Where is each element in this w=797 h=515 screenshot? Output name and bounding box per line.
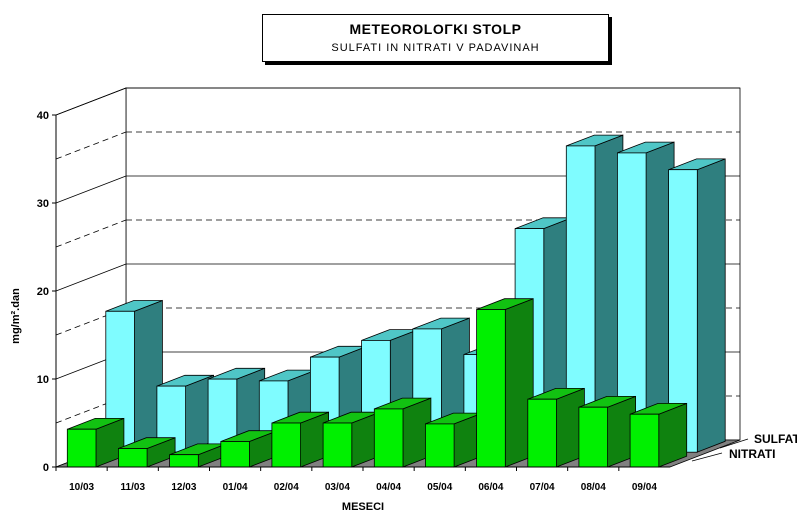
chart-title: METEOROLOΓKI STOLP xyxy=(263,21,608,37)
x-tick-label: 04/04 xyxy=(376,482,401,493)
nitrati-bar xyxy=(579,396,636,467)
nitrati-bar-front xyxy=(323,423,352,467)
nitrati-bar-front xyxy=(425,424,454,467)
legend-nitrati: NITRATI xyxy=(729,447,775,461)
nitrati-bar-front xyxy=(528,399,557,467)
y-axis-title: mg/m².dan xyxy=(10,288,22,344)
nitrati-bar-front xyxy=(630,414,659,467)
nitrati-bar-front xyxy=(374,409,403,467)
nitrati-bar xyxy=(425,413,482,467)
nitrati-bar xyxy=(528,388,585,467)
nitrati-bar xyxy=(67,418,124,467)
nitrati-bar xyxy=(323,412,380,467)
y-tick-label: 40 xyxy=(37,110,49,122)
nitrati-bar xyxy=(272,412,329,467)
nitrati-bar-front xyxy=(221,442,250,468)
nitrati-bar-front xyxy=(477,310,506,468)
legend-sulfati: SULFATI xyxy=(754,432,797,446)
x-tick-label: 11/03 xyxy=(121,482,146,493)
x-tick-label: 07/04 xyxy=(530,482,555,493)
x-axis-title: MESECI xyxy=(342,501,384,513)
x-tick-label: 12/03 xyxy=(171,482,196,493)
x-tick-label: 05/04 xyxy=(427,482,452,493)
nitrati-bar-front xyxy=(118,449,147,468)
y-tick-label: 0 xyxy=(43,462,49,474)
x-tick-label: 02/04 xyxy=(274,482,299,493)
y-tick-label: 30 xyxy=(37,198,49,210)
sulfati-bar-side xyxy=(697,159,725,452)
nitrati-bar-front xyxy=(579,407,608,467)
y-tick-label: 10 xyxy=(37,374,49,386)
nitrati-bar-front xyxy=(272,423,301,467)
nitrati-bar-front xyxy=(67,429,96,467)
x-tick-label: 09/04 xyxy=(632,482,657,493)
x-tick-label: 01/04 xyxy=(223,482,248,493)
nitrati-bar-front xyxy=(170,455,199,467)
x-tick-label: 06/04 xyxy=(478,482,503,493)
chart-title-box: METEOROLOΓKI STOLP SULFATI IN NITRATI V … xyxy=(262,14,609,62)
nitrati-bar xyxy=(630,403,687,467)
y-tick-label: 20 xyxy=(37,286,49,298)
nitrati-bar xyxy=(374,398,431,467)
chart-subtitle: SULFATI IN NITRATI V PADAVINAH xyxy=(263,42,608,54)
x-tick-label: 10/03 xyxy=(69,482,94,493)
x-tick-label: 03/04 xyxy=(325,482,350,493)
nitrati-bar xyxy=(477,299,534,467)
x-tick-label: 08/04 xyxy=(581,482,606,493)
